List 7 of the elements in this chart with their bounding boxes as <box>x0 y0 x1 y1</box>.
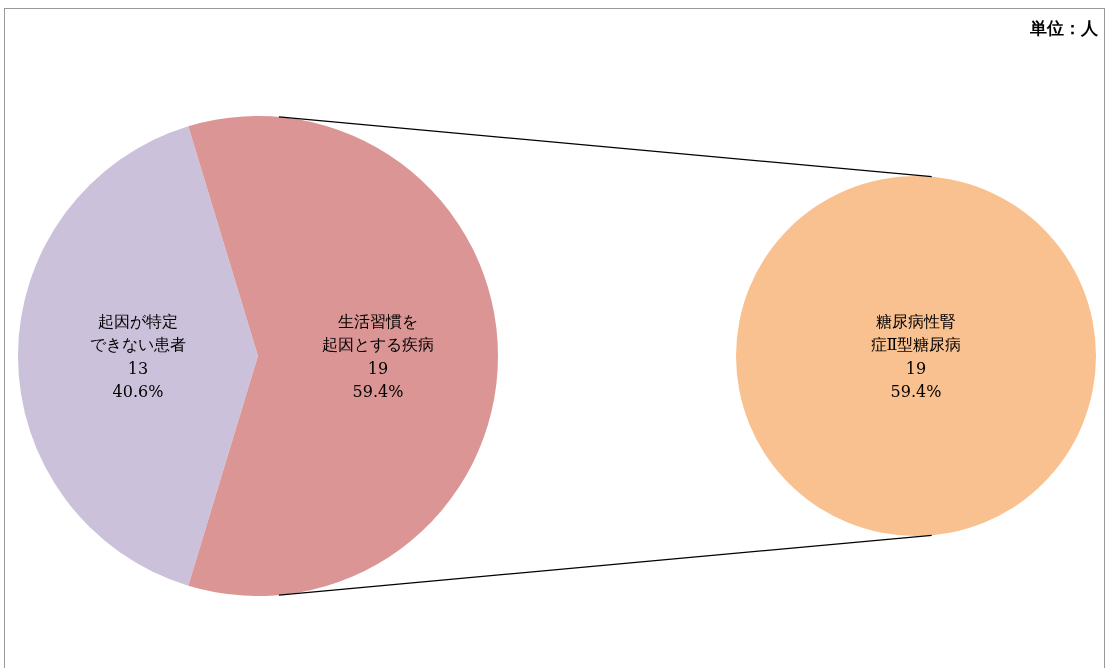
slice-label: 起因が特定できない患者 <box>90 311 186 354</box>
data-label: 13 40.6% <box>112 358 164 401</box>
data-label: 19 59.4% <box>890 358 942 401</box>
slice-label: 糖尿病性腎症Ⅱ型糖尿病 <box>870 311 962 354</box>
slice-label: 生活習慣を起因とする疾病 <box>322 311 434 354</box>
data-label: 19 59.4% <box>352 358 404 401</box>
text: 単位：人 <box>1029 19 1099 38</box>
